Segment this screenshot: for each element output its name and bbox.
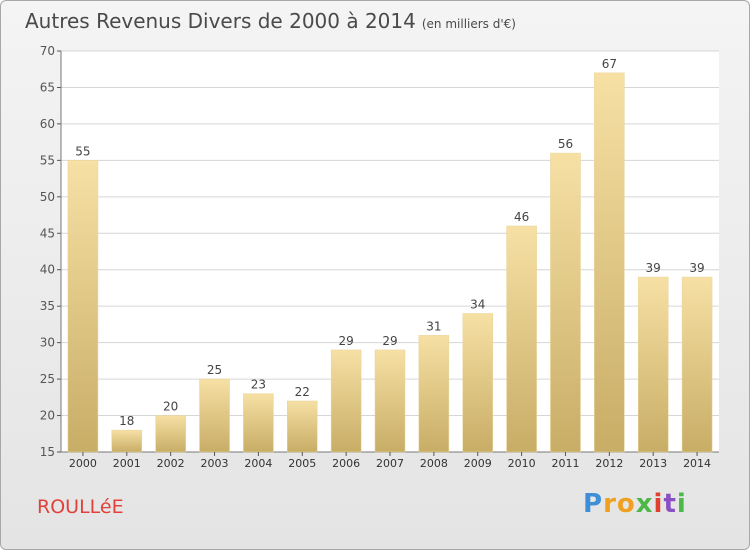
bar-value-label-2008: 31	[426, 319, 441, 333]
bar-2000	[67, 160, 99, 453]
bar-2005	[287, 400, 318, 453]
bar-2001	[111, 429, 143, 453]
y-tick-label-25: 25	[40, 372, 55, 386]
x-tick-label-2014: 2014	[683, 457, 711, 470]
bar-value-label-2006: 29	[338, 334, 353, 348]
x-tick-label-2004: 2004	[244, 457, 272, 470]
bar-value-label-2004: 23	[251, 378, 266, 392]
x-tick-label-2010: 2010	[508, 457, 536, 470]
x-tick-label-2003: 2003	[201, 457, 229, 470]
x-tick-label-2012: 2012	[595, 457, 623, 470]
bar-2009	[462, 313, 493, 453]
bar-2006	[330, 349, 362, 453]
bar-2002	[155, 415, 186, 453]
x-tick-label-2009: 2009	[464, 457, 492, 470]
x-tick-label-2001: 2001	[113, 457, 141, 470]
bar-2010	[506, 225, 537, 453]
y-tick-label-55: 55	[40, 153, 55, 167]
y-tick-label-35: 35	[40, 299, 55, 313]
bar-2014	[681, 276, 713, 453]
y-tick-label-50: 50	[40, 190, 55, 204]
x-tick-label-2005: 2005	[288, 457, 316, 470]
x-tick-label-2013: 2013	[639, 457, 667, 470]
bar-value-label-2001: 18	[119, 414, 134, 428]
x-tick-label-2007: 2007	[376, 457, 404, 470]
bar-value-label-2010: 46	[514, 210, 529, 224]
proxiti-logo: Proxiti	[583, 489, 687, 519]
bar-2003	[199, 378, 230, 453]
x-tick-label-2000: 2000	[69, 457, 97, 470]
bar-value-label-2014: 39	[689, 261, 704, 275]
y-tick-label-45: 45	[40, 226, 55, 240]
bar-value-label-2002: 20	[163, 400, 178, 414]
bar-2004	[243, 393, 274, 453]
y-tick-label-30: 30	[40, 336, 55, 350]
y-tick-label-40: 40	[40, 263, 55, 277]
bar-2008	[418, 335, 450, 453]
x-tick-label-2008: 2008	[420, 457, 448, 470]
chart-title: Autres Revenus Divers de 2000 à 2014	[25, 9, 416, 33]
bar-value-label-2007: 29	[382, 334, 397, 348]
bar-2007	[374, 349, 406, 453]
y-tick-label-20: 20	[40, 409, 55, 423]
bar-value-label-2012: 67	[602, 57, 617, 71]
bar-2012	[594, 72, 625, 453]
bar-value-label-2009: 34	[470, 297, 485, 311]
x-tick-label-2011: 2011	[551, 457, 579, 470]
y-tick-label-65: 65	[40, 80, 55, 94]
bar-2011	[550, 152, 581, 453]
bar-value-label-2003: 25	[207, 363, 222, 377]
chart-subtitle: (en milliers d'€)	[421, 17, 516, 31]
x-tick-label-2006: 2006	[332, 457, 360, 470]
y-tick-label-60: 60	[40, 117, 55, 131]
bar-value-label-2005: 22	[295, 385, 310, 399]
bar-value-label-2000: 55	[75, 144, 90, 158]
y-tick-label-70: 70	[40, 44, 55, 58]
town-name: ROULLéE	[37, 496, 124, 518]
bar-2013	[637, 276, 669, 453]
y-tick-label-15: 15	[40, 445, 55, 459]
bar-value-label-2013: 39	[646, 261, 661, 275]
bar-value-label-2011: 56	[558, 137, 573, 151]
x-tick-label-2002: 2002	[157, 457, 185, 470]
chart-title-block: Autres Revenus Divers de 2000 à 2014 (en …	[25, 9, 516, 33]
